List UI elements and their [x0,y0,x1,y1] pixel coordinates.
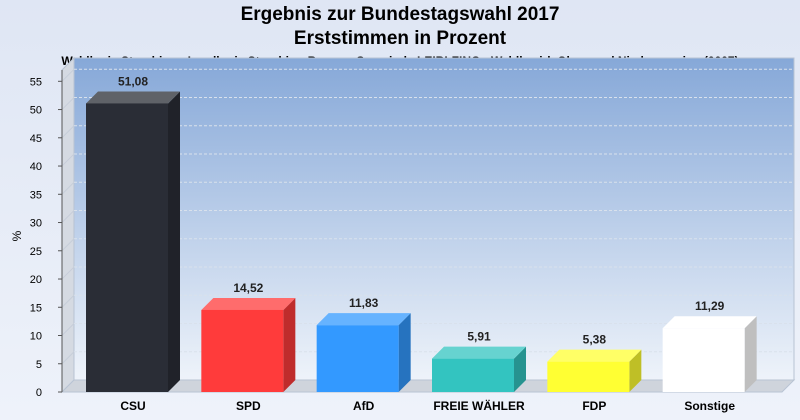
x-tick-label: SPD [236,399,261,413]
gridline-side [61,294,75,308]
gridline-side [61,68,75,82]
bar-top [316,313,411,326]
gridline-side [61,238,75,252]
y-tick-label: 15 [30,302,42,314]
gridline-side [61,210,75,223]
value-label: 11,83 [349,296,379,310]
bar-side [283,297,296,392]
bar-top [547,349,642,362]
bar-side [168,91,180,392]
gridline-side [61,125,75,139]
bar-front [201,309,284,392]
y-tick-label: 25 [30,246,42,258]
gridline-side [61,97,75,110]
x-axis: CSU SPD AfD FREIE WÄHLER FDP Sonstige [120,398,735,413]
bar-front [547,361,630,392]
x-tick-label: AfD [353,399,375,413]
chart-subtitle: Erststimmen in Prozent [293,28,507,49]
bar-fdp: 5,38 [547,333,642,392]
bar-side [514,346,526,392]
value-label: 51,08 [118,74,148,88]
y-axis: 0 5 10 15 20 25 30 35 40 45 50 55% [10,70,63,399]
chart-title: Ergebnis zur Bundestagswahl 2017 [240,4,560,25]
bar-top [201,297,296,310]
gridline-side [61,181,75,195]
value-label: 5,91 [467,330,491,344]
value-label: 14,52 [233,281,263,295]
y-tick-label: 5 [36,359,42,371]
bar-front [432,358,514,392]
value-label: 11,29 [695,299,725,313]
y-axis-label: % [10,230,24,241]
y-tick-label: 50 [30,105,42,117]
bar-side [398,313,411,392]
x-tick-label: Sonstige [684,399,735,413]
bar-csu: 51,08 [86,74,180,392]
x-tick-label: FDP [582,399,606,413]
bar-front [86,103,168,392]
x-tick-label: CSU [120,399,145,413]
gridline-side [61,323,75,336]
bar-top [86,91,180,104]
value-label: 5,38 [583,333,607,347]
y-tick-label: 40 [30,161,42,173]
bar-freie-w-hler: 5,91 [432,330,526,392]
y-tick-label: 0 [36,387,42,399]
bar-spd: 14,52 [201,281,296,392]
gridline-side [61,153,75,167]
y-tick-label: 10 [30,331,42,343]
y-tick-label: 30 [30,218,42,230]
bar-top [662,316,757,329]
bar-side [629,349,642,392]
y-tick-label: 20 [30,274,42,286]
y-tick-label: 55 [30,76,42,88]
y-tick-label: 45 [30,133,42,145]
bar-front [662,328,745,392]
bar-afd: 11,83 [316,296,411,392]
bar-front [316,325,399,392]
gridline-side [61,266,75,280]
gridline-side [61,351,75,365]
y-tick-label: 35 [30,189,42,201]
bar-sonstige: 11,29 [662,299,757,392]
bar-top [432,346,526,359]
bar-side [744,316,757,392]
x-tick-label: FREIE WÄHLER [433,398,525,413]
bars: 51,08 14,52 11,83 5,91 5,38 11,29 [86,74,757,392]
